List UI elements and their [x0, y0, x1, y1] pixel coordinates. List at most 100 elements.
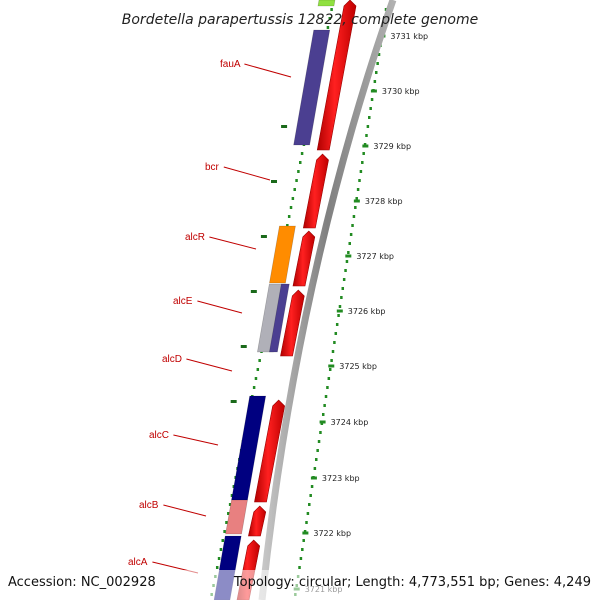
major-tick	[310, 476, 317, 480]
cds-feature	[248, 505, 267, 537]
minor-tick	[228, 503, 232, 506]
minor-tick	[215, 566, 219, 569]
track-tick	[230, 400, 237, 403]
gene-leader-line	[163, 504, 207, 517]
minor-tick	[326, 386, 329, 389]
minor-tick	[365, 134, 368, 137]
cds-feature	[280, 289, 305, 357]
minor-tick	[309, 494, 312, 497]
footer-backdrop	[0, 570, 600, 600]
minor-tick	[287, 215, 291, 218]
minor-tick	[299, 557, 303, 560]
gene-leader-line	[244, 63, 292, 78]
minor-tick	[293, 188, 296, 191]
minor-tick	[374, 71, 378, 74]
track-tick	[281, 125, 288, 128]
minor-tick	[217, 557, 221, 560]
minor-tick	[301, 548, 304, 551]
kbp-tick-label: 3729 kbp	[373, 142, 411, 151]
minor-tick	[354, 206, 357, 209]
minor-tick	[373, 80, 377, 83]
minor-tick	[328, 368, 332, 371]
minor-tick	[349, 233, 353, 236]
major-tick	[328, 364, 335, 368]
minor-tick	[297, 170, 300, 173]
minor-tick	[286, 224, 289, 227]
minor-tick	[345, 260, 349, 263]
major-tick	[302, 531, 309, 535]
minor-tick	[252, 386, 256, 389]
kbp-tick-label: 3724 kbp	[331, 418, 369, 427]
minor-tick	[341, 287, 345, 290]
minor-tick	[289, 206, 293, 209]
major-tick	[370, 89, 377, 93]
minor-tick	[369, 107, 372, 110]
gene-leader-line	[173, 434, 219, 446]
kbp-tick-label: 3723 kbp	[322, 474, 360, 483]
minor-tick	[254, 377, 258, 380]
minor-tick	[328, 17, 332, 20]
minor-tick	[377, 53, 381, 56]
gene-block-fauA	[293, 29, 331, 146]
minor-tick	[298, 566, 301, 569]
minor-tick	[230, 494, 234, 497]
minor-tick	[361, 161, 364, 164]
gene-label-alcR: alcR	[185, 232, 205, 243]
minor-tick	[316, 449, 319, 452]
minor-tick	[323, 404, 326, 407]
kbp-tick-label: 3726 kbp	[348, 307, 386, 316]
gene-label-alcE: alcE	[173, 296, 193, 307]
minor-tick	[362, 152, 365, 155]
cds-feature	[292, 230, 316, 287]
minor-tick	[298, 161, 302, 164]
minor-tick	[223, 530, 226, 533]
minor-tick	[340, 296, 343, 299]
minor-tick	[335, 323, 339, 326]
major-tick	[336, 309, 343, 313]
feature-layer	[213, 0, 397, 600]
kbp-tick-label: 3725 kbp	[339, 362, 377, 371]
minor-tick	[333, 341, 336, 344]
genome-backbone	[258, 0, 397, 600]
gene-label-alcD: alcD	[162, 354, 182, 365]
minor-tick	[366, 125, 370, 128]
minor-tick	[352, 215, 356, 218]
minor-tick	[227, 512, 230, 515]
minor-tick	[317, 440, 321, 443]
minor-tick	[359, 170, 363, 173]
gene-leader-line	[197, 300, 243, 314]
minor-tick	[321, 413, 325, 416]
gene-leader-line	[223, 166, 271, 181]
minor-tick	[327, 377, 331, 380]
minor-tick	[370, 98, 374, 101]
minor-tick	[221, 539, 225, 542]
kbp-tick-label: 3722 kbp	[313, 529, 351, 538]
track-tick	[260, 235, 267, 238]
major-tick	[319, 420, 326, 424]
gene-leader-line	[209, 236, 257, 250]
minor-tick	[315, 458, 318, 461]
minor-tick	[330, 359, 333, 362]
track-tick	[250, 290, 257, 293]
minor-tick	[313, 467, 317, 470]
minor-tick	[337, 314, 340, 317]
minor-tick	[308, 503, 311, 506]
gene-label-alcB: alcB	[139, 500, 159, 511]
minor-tick	[305, 521, 308, 524]
minor-tick	[355, 197, 358, 200]
minor-tick	[326, 26, 330, 29]
gene-label-alcC: alcC	[149, 430, 169, 441]
major-tick	[345, 254, 352, 258]
genome-title: Bordetella parapertussis 12822, complete…	[122, 12, 478, 28]
minor-tick	[310, 485, 314, 488]
minor-tick	[351, 224, 354, 227]
kbp-tick-label: 3728 kbp	[365, 197, 403, 206]
minor-tick	[258, 359, 261, 362]
major-tick	[362, 144, 369, 148]
gene-label-bcr: bcr	[205, 162, 220, 173]
kbp-tick-label: 3727 kbp	[356, 252, 394, 261]
minor-tick	[331, 350, 335, 353]
topology-text: Topology: circular; Length: 4,773,551 bp…	[233, 575, 591, 590]
cds-feature	[302, 153, 329, 229]
